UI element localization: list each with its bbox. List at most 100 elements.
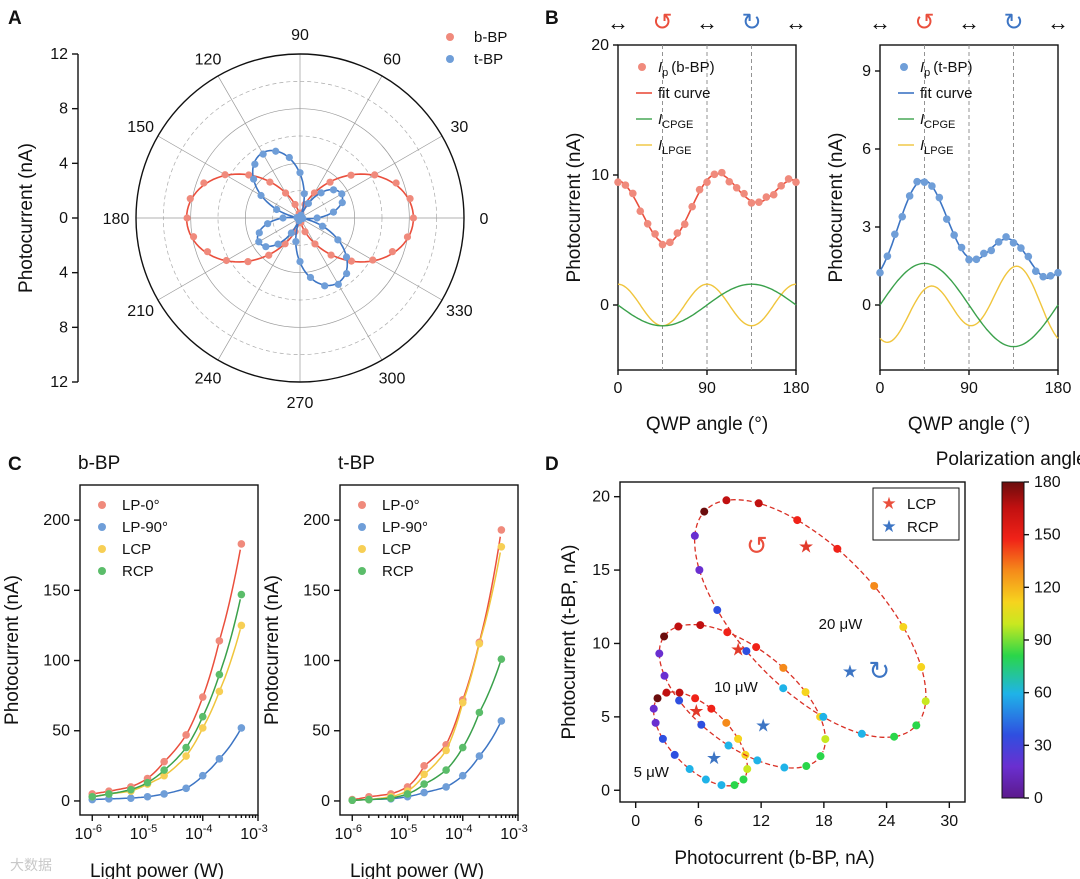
polarization-data-point	[912, 721, 921, 730]
polar-data-point-b-BP	[183, 214, 191, 222]
tick-base: 10	[240, 826, 258, 843]
polar-data-point-t-BP	[255, 229, 263, 237]
polar-data-point-t-BP	[257, 191, 265, 200]
x-tick-label: 180	[783, 380, 810, 397]
legend-label-t-BP: t-BP	[474, 51, 503, 68]
tick-exponent: -3	[518, 823, 528, 835]
y-tick-label: 9	[862, 63, 871, 80]
polarization-data-point	[801, 688, 810, 697]
data-point	[792, 178, 800, 186]
data-point-LCP	[215, 687, 224, 696]
panel-label-a: A	[8, 8, 22, 29]
legend-text: (b-BP)	[671, 59, 714, 76]
data-point-RCP	[88, 792, 97, 801]
y-tick-label: 150	[43, 582, 70, 599]
legend-marker-LP-0°	[98, 501, 106, 509]
legend-label-b-BP: b-BP	[474, 29, 507, 46]
chart-title: t-BP	[338, 453, 375, 474]
polar-data-point-t-BP	[299, 214, 307, 223]
polar-data-point-b-BP	[189, 233, 198, 241]
y-tick-label: 10	[591, 167, 609, 184]
polar-data-point-t-BP	[285, 153, 293, 162]
y-tick-label: 15	[592, 562, 610, 579]
polar-outer-circle	[135, 53, 465, 383]
y-tick-label: 20	[592, 489, 610, 506]
polarization-data-point	[816, 752, 825, 761]
x-tick-label: 90	[698, 380, 716, 397]
polarization-data-point	[723, 628, 732, 637]
data-point-RCP	[198, 712, 207, 721]
x-axis-label: QWP angle (°)	[646, 414, 768, 435]
data-point	[688, 202, 696, 211]
polar-data-point-b-BP	[244, 258, 252, 266]
y-tick-label: 100	[303, 653, 330, 670]
data-point-RCP	[348, 796, 357, 805]
rcp-rotation-icon: ↻	[868, 655, 890, 685]
colorbar-tick-label: 150	[1034, 527, 1061, 544]
data-point	[1017, 244, 1025, 252]
polar-data-point-b-BP	[291, 200, 299, 209]
polarization-data-point	[717, 781, 726, 790]
legend-label-LP-0°: LP-0°	[122, 497, 160, 514]
polar-data-point-t-BP	[287, 229, 295, 237]
tick-base: 10	[334, 826, 352, 843]
y-tick-label: 0	[600, 297, 609, 314]
polarization-data-point	[675, 688, 684, 697]
legend-label-LP-0°: LP-0°	[382, 497, 420, 514]
polarization-arrow-icon: ↔	[1047, 10, 1069, 35]
data-point	[777, 182, 785, 190]
polar-data-point-t-BP	[334, 280, 342, 288]
x-tick-label: 24	[878, 813, 896, 830]
polarization-data-point	[696, 621, 705, 630]
data-point	[629, 189, 637, 198]
polarization-data-point	[722, 496, 731, 505]
polar-data-point-t-BP	[255, 238, 263, 246]
panel-b-left-chart: 0 90 180 0 10 20 QWP angle (°) Photocurrent (nA…	[564, 9, 809, 435]
x-tick-label: 0	[631, 813, 640, 830]
power-label: 10 μW	[714, 679, 758, 696]
data-point-LP-90°	[143, 792, 152, 801]
polarization-data-point	[780, 763, 789, 772]
legend-label-LCP: LCP	[122, 541, 151, 558]
data-point-LP-0°	[215, 637, 224, 645]
data-point-LP-0°	[237, 540, 246, 548]
x-tick-label: 10-6	[74, 823, 102, 843]
polarization-data-point	[701, 775, 710, 784]
colorbar-tick-label: 120	[1034, 579, 1061, 596]
x-tick-label: 10-4	[185, 823, 213, 843]
polar-data-point-t-BP	[272, 147, 280, 155]
power-label: 20 μW	[819, 616, 863, 633]
data-point-LCP	[475, 639, 484, 648]
colorbar-tick-label: 90	[1034, 632, 1052, 649]
polarization-data-point	[899, 623, 908, 632]
polar-data-point-t-BP	[321, 282, 329, 290]
x-tick-label: 180	[1045, 380, 1072, 397]
data-point-RCP	[237, 590, 246, 599]
legend-subscript: CPGE	[662, 119, 693, 131]
legend-symbol: I	[658, 59, 662, 76]
panel-label-c: C	[8, 454, 22, 475]
data-point	[725, 177, 734, 186]
tick-exponent: -6	[92, 823, 102, 835]
data-point	[1024, 252, 1033, 261]
polarization-data-point	[917, 663, 926, 672]
polar-data-point-b-BP	[326, 178, 334, 186]
polarization-data-point	[742, 647, 751, 656]
polar-radial-tick-label: 12	[50, 374, 68, 391]
lcp-rotation-icon: ↺	[746, 531, 768, 561]
polar-data-point-t-BP	[334, 236, 342, 244]
polar-data-point-t-BP	[296, 169, 304, 177]
data-point	[695, 185, 704, 194]
x-tick-label: 10-4	[445, 823, 473, 843]
data-point	[614, 178, 622, 186]
data-point	[666, 238, 674, 247]
data-point	[784, 175, 793, 183]
colorbar-tick-label: 180	[1034, 474, 1061, 491]
cpge-curve	[617, 283, 797, 327]
lpge-curve	[617, 283, 797, 327]
polar-data-point-b-BP	[245, 171, 253, 179]
y-tick-label: 50	[52, 723, 70, 740]
data-point-LP-90°	[215, 755, 224, 763]
power-label: 5 μW	[634, 764, 670, 781]
